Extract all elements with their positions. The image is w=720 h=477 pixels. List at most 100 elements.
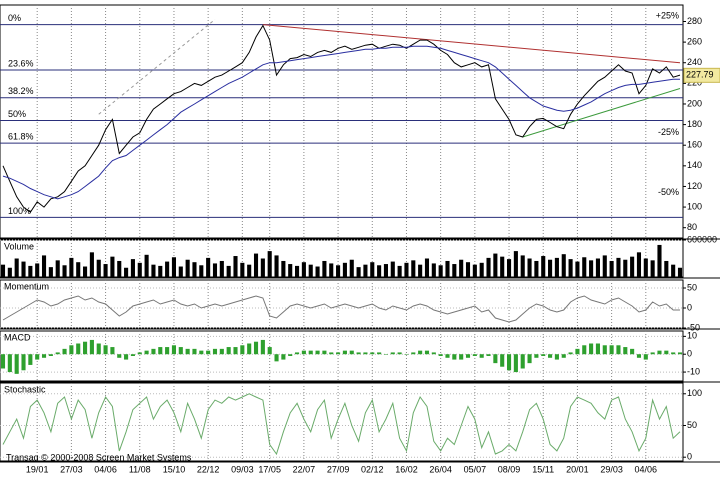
bar [158, 347, 163, 355]
y-tick-label: 240 [687, 57, 702, 67]
x-tick-label: 17/05 [258, 464, 281, 474]
bar [301, 262, 306, 277]
bar [370, 352, 375, 355]
bar [301, 350, 306, 355]
trendline [522, 88, 681, 138]
bar [520, 354, 525, 369]
bar [390, 352, 395, 355]
bar [650, 352, 655, 355]
bar [377, 352, 382, 355]
panel-frame [0, 382, 684, 462]
bar [397, 352, 402, 355]
bar [520, 255, 525, 277]
bar [657, 350, 662, 355]
bar [62, 265, 67, 277]
bar [288, 354, 293, 356]
bar [342, 350, 347, 355]
x-tick-label: 15/11 [532, 464, 554, 474]
bar [623, 347, 628, 355]
bar [650, 260, 655, 277]
bar [199, 265, 204, 277]
bar [418, 350, 423, 355]
bar [589, 343, 594, 355]
bar [643, 258, 648, 277]
bar [541, 354, 546, 356]
bar [479, 262, 484, 277]
bar [459, 354, 464, 360]
bar [506, 354, 512, 371]
bar [185, 348, 190, 355]
bar [349, 350, 354, 355]
bar [178, 266, 183, 277]
bar [41, 255, 47, 277]
panel-title: MACD [4, 332, 31, 342]
bar [356, 352, 361, 355]
bar [124, 354, 129, 360]
bar [479, 354, 484, 358]
bar [206, 257, 211, 277]
bar [185, 259, 190, 277]
fib-label: 23.6% [8, 58, 34, 68]
bar [636, 252, 642, 277]
x-tick-label: 05/07 [464, 464, 487, 474]
bar [657, 244, 662, 277]
bar [397, 265, 402, 277]
price-line [2, 45, 680, 200]
y-tick-label: 600000 [687, 234, 717, 244]
bar [602, 255, 607, 277]
bar [83, 266, 88, 277]
bar [424, 350, 430, 355]
panel-title: Momentum [4, 281, 49, 291]
bar [226, 265, 231, 277]
bar [383, 354, 388, 355]
bar [568, 352, 573, 355]
bar [568, 259, 573, 277]
x-tick-label: 22/12 [197, 464, 220, 474]
x-tick-label: 04/06 [635, 464, 658, 474]
bar [336, 352, 341, 355]
bar [28, 265, 33, 277]
bar [178, 347, 183, 355]
bar [671, 352, 676, 355]
bar [260, 258, 265, 277]
bar [110, 256, 115, 277]
bar [219, 348, 224, 355]
bar [212, 263, 218, 277]
bar [636, 354, 642, 358]
bar [513, 354, 518, 373]
last-price-label: 227.79 [686, 70, 714, 80]
bar [500, 256, 505, 277]
y-tick-label: 0 [687, 452, 692, 462]
bar [206, 350, 211, 355]
indicator-line [2, 393, 681, 456]
bar [643, 354, 648, 360]
bar [151, 264, 156, 277]
bar [438, 265, 443, 277]
bar [281, 354, 286, 360]
panel-title: Volume [4, 241, 34, 251]
bar [89, 252, 94, 277]
bar [212, 348, 218, 355]
bar [130, 259, 135, 277]
y-tick-label: 0 [687, 302, 692, 312]
last-price-box [683, 67, 720, 83]
bar [329, 352, 334, 355]
y-tick-label: 260 [687, 36, 702, 46]
bar [219, 260, 224, 277]
y-tick-label: 100 [687, 201, 702, 211]
x-tick-label: 09/03 [231, 464, 254, 474]
x-tick-label: 26/04 [429, 464, 452, 474]
bar [664, 260, 669, 277]
bar [616, 257, 621, 277]
footer: Transaq © 2000-2008 Screen Market System… [6, 452, 192, 462]
bar [561, 354, 566, 358]
bar [575, 261, 580, 277]
fib-label: 38.2% [8, 86, 34, 96]
bar [137, 352, 142, 355]
bar [267, 347, 272, 355]
trendline [262, 24, 681, 64]
bar [554, 257, 559, 277]
bar [253, 341, 259, 355]
y-tick-label: 180 [687, 119, 702, 129]
fib-label: 61.8% [8, 132, 34, 142]
